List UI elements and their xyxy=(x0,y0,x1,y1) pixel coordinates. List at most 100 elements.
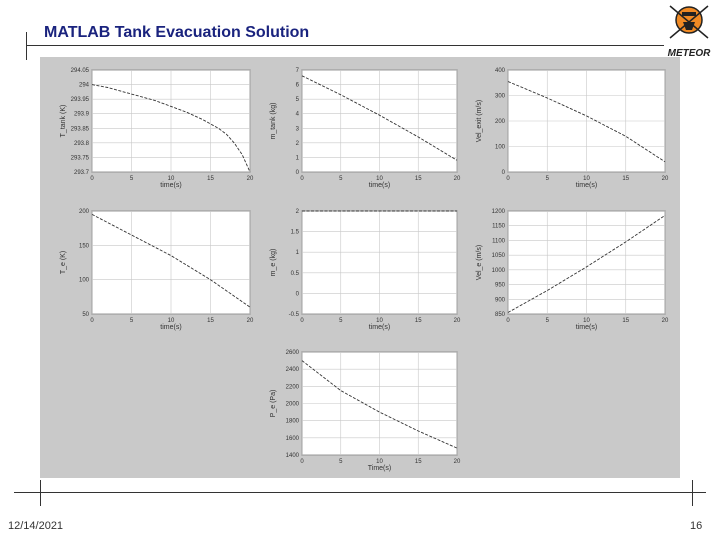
logo-text: METEOR xyxy=(668,48,712,59)
x-tick-label: 5 xyxy=(339,176,343,182)
x-tick-label: 10 xyxy=(168,176,175,182)
x-tick-label: 0 xyxy=(506,176,510,182)
y-axis-label: m_tank (kg) xyxy=(270,103,277,140)
y-tick-label: 1 xyxy=(296,250,300,256)
y-tick-label: 6 xyxy=(296,83,300,89)
x-tick-label: 0 xyxy=(90,318,94,324)
y-tick-label: 1 xyxy=(296,155,300,161)
x-tick-label: 0 xyxy=(300,176,304,182)
x-tick-label: 10 xyxy=(583,318,590,324)
x-tick-label: 15 xyxy=(207,176,214,182)
x-tick-label: 10 xyxy=(376,176,383,182)
x-tick-label: 20 xyxy=(662,318,669,324)
x-axis-label: time(s) xyxy=(160,182,181,189)
y-tick-label: 150 xyxy=(79,243,90,249)
y-tick-label: 1800 xyxy=(286,419,300,425)
title-rule xyxy=(26,45,664,46)
y-tick-label: 293.9 xyxy=(74,112,90,118)
y-tick-label: 293.75 xyxy=(71,155,90,161)
x-axis-label: Time(s) xyxy=(368,465,391,472)
series-line xyxy=(507,81,666,163)
logo-stroke-icon xyxy=(669,5,709,39)
series-line xyxy=(91,214,251,308)
y-axis-label: T_e (K) xyxy=(60,251,67,274)
x-tick-label: 10 xyxy=(376,318,383,324)
x-tick-label: 20 xyxy=(247,176,254,182)
y-tick-label: 4 xyxy=(296,112,300,118)
x-tick-label: 0 xyxy=(506,318,510,324)
x-tick-label: 20 xyxy=(247,318,254,324)
y-axis-label: T_tank (K) xyxy=(60,105,67,138)
y-tick-label: 1100 xyxy=(492,238,506,244)
y-tick-label: 950 xyxy=(495,283,506,289)
x-tick-label: 10 xyxy=(376,459,383,465)
y-tick-label: 7 xyxy=(296,68,300,74)
y-tick-label: 200 xyxy=(79,209,90,215)
y-tick-label: 293.8 xyxy=(74,141,90,147)
y-tick-label: 1600 xyxy=(286,436,300,442)
x-axis-label: time(s) xyxy=(369,182,390,189)
y-tick-label: 0 xyxy=(296,170,300,176)
y-tick-label: 400 xyxy=(495,68,506,74)
x-tick-label: 0 xyxy=(300,459,304,465)
y-tick-label: 2200 xyxy=(286,384,300,390)
subplot-4: 0 5 10 15 20 50 100 150 200 time(s) T_e (K) xyxy=(60,209,254,331)
x-tick-label: 20 xyxy=(454,176,461,182)
x-tick-label: 10 xyxy=(168,318,175,324)
y-tick-label: 0 xyxy=(502,170,506,176)
x-tick-label: 15 xyxy=(415,459,422,465)
footer-right-tick xyxy=(692,480,693,506)
y-tick-label: 2400 xyxy=(286,367,300,373)
x-tick-label: 5 xyxy=(339,318,343,324)
y-tick-label: 3 xyxy=(296,126,300,132)
y-tick-label: 850 xyxy=(495,312,506,318)
x-tick-label: 10 xyxy=(583,176,590,182)
y-tick-label: 0 xyxy=(296,291,300,297)
y-tick-label: 2600 xyxy=(286,350,300,356)
x-tick-label: 20 xyxy=(454,318,461,324)
y-tick-label: 294.05 xyxy=(71,68,90,74)
x-tick-label: 15 xyxy=(622,318,629,324)
series-line xyxy=(301,75,458,161)
y-axis-label: m_e (kg) xyxy=(270,249,277,277)
subplot-7: 0 5 10 15 20 1400 1600 1800 2000 2200 2400 2600 Time… xyxy=(270,350,461,472)
x-axis-label: time(s) xyxy=(160,324,181,331)
y-tick-label: 2 xyxy=(296,209,300,215)
x-tick-label: 15 xyxy=(415,176,422,182)
y-tick-label: 50 xyxy=(82,312,89,318)
y-tick-label: 1000 xyxy=(492,268,506,274)
y-tick-label: 1.5 xyxy=(291,230,300,236)
plots-svg: 0 5 10 15 20293.7293.75293.8293.85293.9293.9… xyxy=(60,68,669,472)
y-tick-label: 2000 xyxy=(286,402,300,408)
series-line xyxy=(507,215,666,313)
y-tick-label: 1050 xyxy=(492,253,506,259)
y-tick-label: 100 xyxy=(79,278,90,284)
x-axis-label: time(s) xyxy=(576,182,597,189)
y-tick-label: 0.5 xyxy=(291,271,300,277)
logo-bar-icon xyxy=(682,12,696,16)
x-tick-label: 5 xyxy=(339,459,343,465)
y-tick-label: 1200 xyxy=(492,209,506,215)
plots-panel: 0 5 10 15 20 293.7 293.75 293.8 293.85 293.9 293.9… xyxy=(40,57,680,478)
x-tick-label: 5 xyxy=(130,176,134,182)
x-tick-label: 5 xyxy=(546,318,550,324)
x-axis-label: time(s) xyxy=(576,324,597,331)
x-tick-label: 20 xyxy=(454,459,461,465)
left-rule xyxy=(26,32,27,60)
y-tick-label: 1400 xyxy=(286,453,300,459)
series-line xyxy=(301,360,458,449)
x-tick-label: 15 xyxy=(207,318,214,324)
x-tick-label: 15 xyxy=(415,318,422,324)
y-tick-label: 100 xyxy=(495,145,506,151)
y-tick-label: 294 xyxy=(79,83,90,89)
y-tick-label: 293.85 xyxy=(71,126,90,132)
meteor-logo: METEOR xyxy=(668,5,712,59)
y-tick-label: 900 xyxy=(495,297,506,303)
y-tick-label: 293.95 xyxy=(71,97,90,103)
x-tick-label: 5 xyxy=(130,318,134,324)
x-tick-label: 15 xyxy=(622,176,629,182)
y-tick-label: -0.5 xyxy=(289,312,300,318)
y-axis-label: Vel_e (m/s) xyxy=(476,245,483,280)
